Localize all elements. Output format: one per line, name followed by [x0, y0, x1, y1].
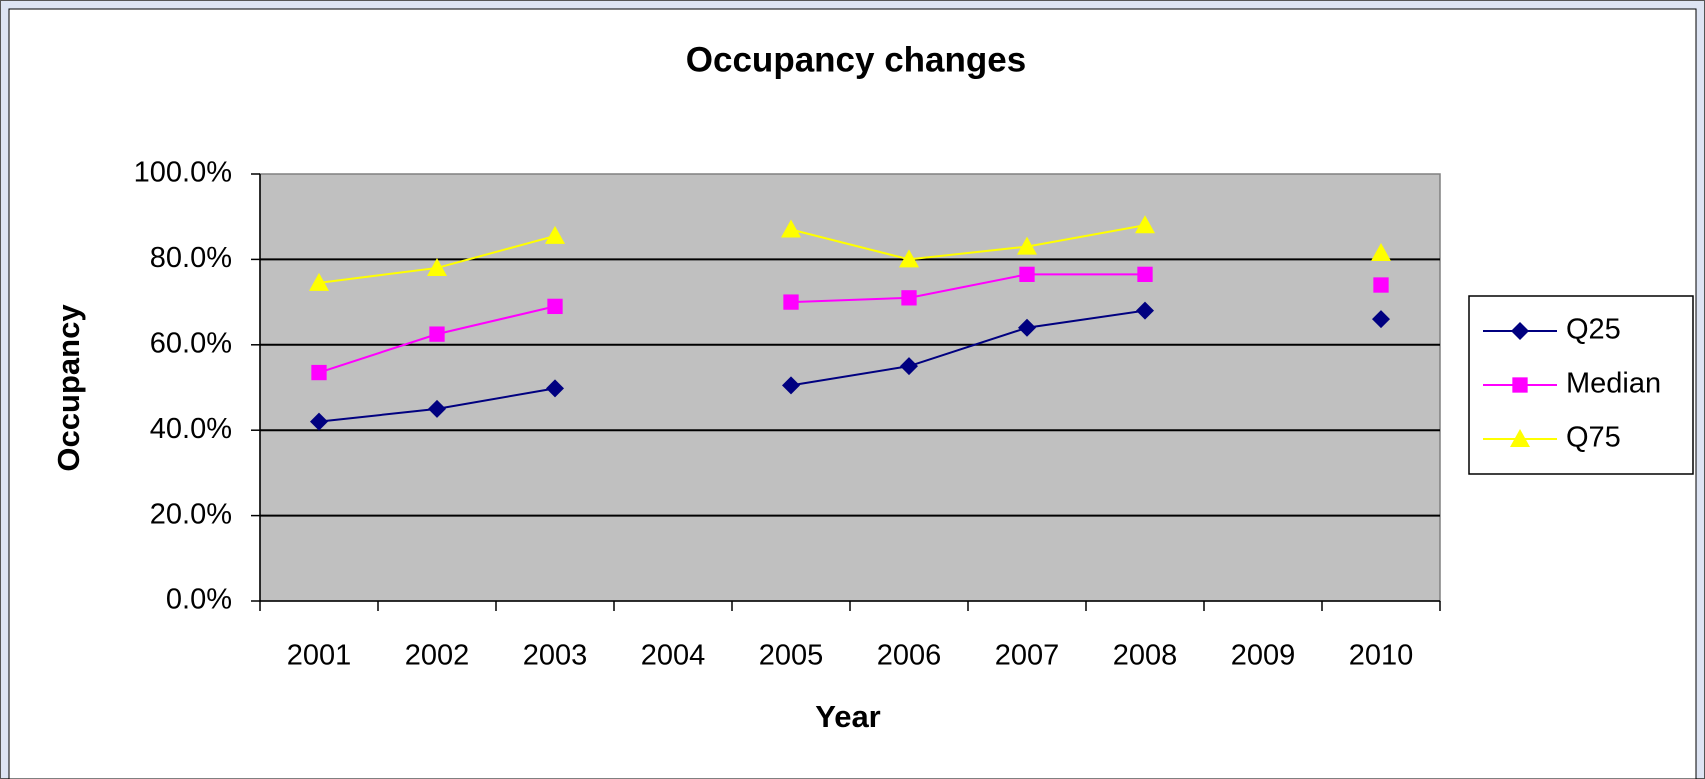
x-tick-label: 2006 — [877, 640, 942, 672]
y-tick-label: 20.0% — [150, 498, 232, 530]
marker — [1136, 301, 1154, 320]
x-axis-label: Year — [815, 699, 881, 734]
plot-area — [259, 173, 1441, 602]
marker — [901, 290, 917, 306]
marker — [1371, 242, 1391, 261]
marker — [545, 225, 565, 244]
x-tick-label: 2009 — [1231, 640, 1296, 672]
y-tick-label: 0.0% — [166, 584, 232, 616]
y-axis-label: Occupancy — [51, 304, 86, 472]
x-tick-label: 2005 — [759, 640, 824, 672]
y-tick-label: 40.0% — [150, 413, 232, 445]
x-tick-label: 2002 — [405, 640, 470, 672]
legend-marker — [1511, 322, 1529, 340]
x-tick-label: 2010 — [1349, 640, 1414, 672]
legend-label: Q25 — [1566, 314, 1621, 346]
marker — [429, 326, 445, 342]
marker — [546, 379, 564, 398]
x-tick-label: 2004 — [641, 640, 706, 672]
marker — [1137, 266, 1153, 282]
marker — [781, 219, 801, 238]
marker — [899, 249, 919, 268]
marker — [547, 298, 563, 315]
x-tick-label: 2003 — [523, 640, 588, 672]
marker — [310, 412, 328, 431]
legend-label: Q75 — [1566, 422, 1621, 454]
marker — [1373, 277, 1389, 293]
marker — [1017, 236, 1037, 255]
marker — [1372, 310, 1390, 329]
marker — [782, 376, 800, 395]
marker — [428, 399, 446, 418]
y-tick-label: 80.0% — [150, 242, 232, 274]
x-tick-label: 2008 — [1113, 640, 1178, 672]
marker — [427, 257, 447, 276]
marker — [1018, 318, 1036, 337]
y-tick-label: 60.0% — [150, 327, 232, 359]
marker — [311, 364, 327, 381]
marker — [900, 357, 918, 376]
legend-label: Median — [1566, 368, 1661, 400]
marker — [1135, 215, 1155, 234]
x-tick-label: 2001 — [287, 640, 352, 672]
legend-marker — [1510, 429, 1530, 447]
y-tick-label: 100.0% — [134, 157, 232, 189]
legend — [1468, 295, 1694, 475]
marker — [1019, 266, 1035, 282]
legend-marker — [1512, 377, 1528, 393]
chart-title: Occupancy changes — [686, 40, 1026, 79]
marker — [309, 272, 329, 291]
x-tick-label: 2007 — [995, 640, 1060, 672]
marker — [783, 294, 799, 310]
